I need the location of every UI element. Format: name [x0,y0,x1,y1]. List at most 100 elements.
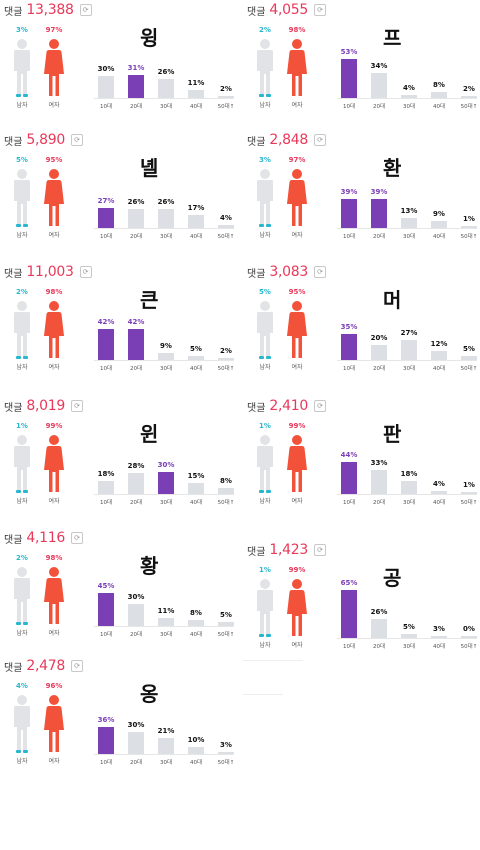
age-bar-label-1: 39% [340,188,358,196]
age-bar-label-1: 35% [340,323,358,331]
age-bar-label-4: 3% [433,625,445,633]
chart-baseline [337,638,477,639]
name-glyph: 녤 [140,156,159,180]
refresh-icon[interactable]: ⟳ [314,4,326,16]
comment-count-header: 댓글 4,116 ⟳ [4,528,83,548]
female-figure-icon [287,169,307,226]
age-bar-label-2: 26% [127,198,145,206]
age-bar-3 [158,209,174,228]
male-label: 남자 [259,642,271,649]
comment-label: 댓글 [4,268,23,280]
male-label: 남자 [16,498,28,505]
age-bar-label-2: 20% [370,334,388,342]
name-glyph: 윙 [140,26,159,50]
comment-count: 5,890 [26,132,65,148]
stat-panel: 댓글 2,410 ⟳ 판 1% 99% 남자 여자 44% 10대 33% 20대 18% 30대 4% 40… [243,396,480,534]
age-bar-4 [431,92,447,98]
age-label-1: 10대 [99,760,113,766]
age-label-3: 30대 [159,234,173,240]
age-label-2: 20대 [372,234,386,240]
refresh-icon[interactable]: ⟳ [314,544,326,556]
age-label-1: 10대 [99,234,113,240]
age-bar-label-4: 15% [187,472,205,480]
age-bar-label-5: 3% [220,741,232,749]
comment-count: 8,019 [26,398,65,414]
age-bar-1 [98,593,114,626]
age-label-5: 50대↑ [217,366,235,372]
male-label: 남자 [259,364,271,371]
age-label-1: 10대 [342,234,356,240]
age-label-3: 30대 [402,500,416,506]
age-label-2: 20대 [129,366,143,372]
age-label-1: 10대 [99,632,113,638]
female-percent: 95% [45,156,63,164]
comment-count-header: 댓글 8,019 ⟳ [4,396,83,416]
age-label-4: 40대 [189,104,203,110]
refresh-icon[interactable]: ⟳ [71,134,83,146]
age-bar-label-2: 42% [127,318,145,326]
refresh-icon[interactable]: ⟳ [79,266,92,278]
age-bar-5 [461,226,477,228]
age-bar-label-1: 30% [97,65,115,73]
age-bar-label-5: 1% [463,215,475,223]
refresh-icon[interactable]: ⟳ [71,660,83,672]
name-glyph: 판 [383,422,402,446]
chart-baseline [337,98,477,99]
refresh-icon[interactable]: ⟳ [314,266,326,278]
comment-count-header: 댓글 13,388 ⟳ [4,0,92,20]
age-label-1: 10대 [342,366,356,372]
male-percent: 3% [16,26,28,34]
male-label: 남자 [16,364,28,371]
refresh-icon[interactable]: ⟳ [71,400,83,412]
name-glyph: 머 [383,288,402,312]
refresh-icon[interactable]: ⟳ [314,400,326,412]
male-figure-icon [257,579,273,637]
age-bar-2 [371,619,387,638]
comment-label: 댓글 [247,6,266,18]
age-bar-label-5: 0% [463,625,475,633]
refresh-icon[interactable]: ⟳ [314,134,326,146]
male-label: 남자 [16,232,28,239]
age-bar-2 [371,199,387,228]
age-bar-label-3: 21% [157,727,175,735]
age-bar-label-3: 13% [400,207,418,215]
male-percent: 5% [259,288,271,296]
age-label-2: 20대 [372,500,386,506]
female-percent: 98% [45,554,63,562]
female-figure-icon [287,39,307,96]
refresh-icon[interactable]: ⟳ [71,532,83,544]
comment-count: 2,478 [26,658,65,674]
age-bar-label-2: 28% [127,462,145,470]
age-label-3: 30대 [402,644,416,650]
age-bar-label-3: 9% [160,342,172,350]
female-percent: 98% [288,26,306,34]
male-percent: 1% [16,422,28,430]
male-figure-icon [257,39,273,97]
female-figure-icon [287,579,307,636]
age-bar-label-4: 8% [190,609,202,617]
age-label-5: 50대↑ [217,760,235,766]
age-bar-label-3: 27% [400,329,418,337]
stat-panel: 댓글 5,890 ⟳ 녤 5% 95% 남자 여자 27% 10대 26% 20대 26% 30대 17% 4… [0,130,240,268]
stat-panel: 댓글 11,003 ⟳ 큰 2% 98% 남자 여자 42% 10대 42% 20대 9% 30대 5% 40… [0,262,240,400]
age-label-2: 20대 [129,104,143,110]
chart-baseline [94,494,234,495]
age-label-5: 50대↑ [460,234,478,240]
refresh-icon[interactable]: ⟳ [79,4,92,16]
age-bar-label-1: 53% [340,48,358,56]
male-label: 남자 [16,630,28,637]
age-bar-2 [128,209,144,228]
male-percent: 2% [16,288,28,296]
comment-label: 댓글 [4,136,23,148]
age-bar-2 [371,345,387,360]
male-percent: 2% [16,554,28,562]
age-bar-4 [188,483,204,494]
female-label: 여자 [291,498,303,505]
age-label-1: 10대 [99,366,113,372]
female-label: 여자 [48,232,60,239]
comment-label: 댓글 [247,136,266,148]
male-percent: 1% [259,422,271,430]
comment-count-header: 댓글 5,890 ⟳ [4,130,83,150]
name-glyph: 큰 [140,288,159,312]
age-bar-2 [128,732,144,754]
